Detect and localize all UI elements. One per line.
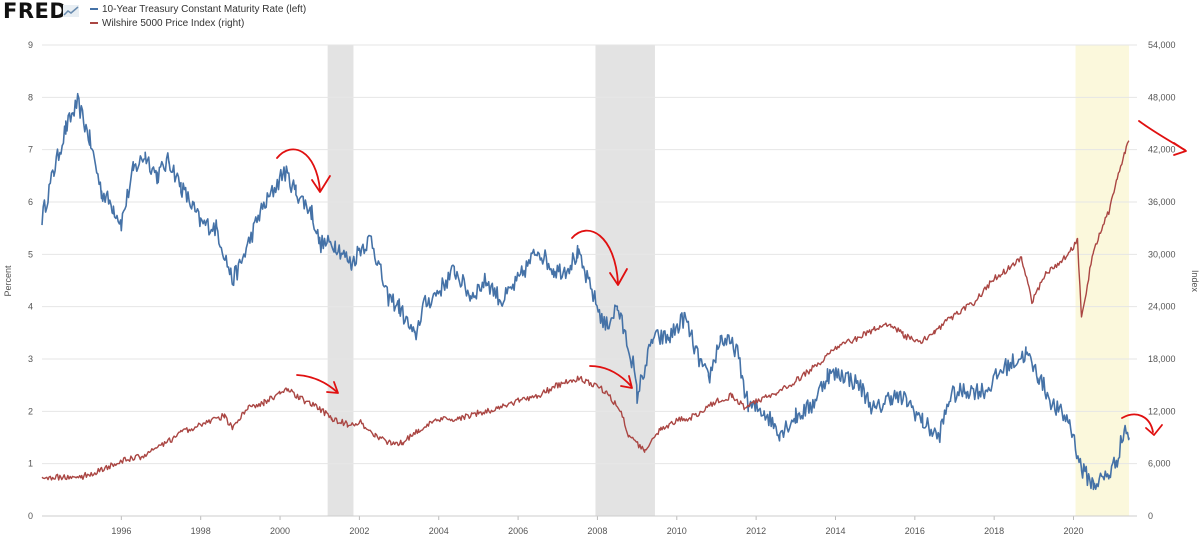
- x-tick-label: 2012: [746, 526, 766, 536]
- x-tick-label: 2010: [667, 526, 687, 536]
- annotation-arrowhead-6: [1145, 424, 1163, 436]
- annotation-arrow-4: [589, 365, 632, 387]
- x-tick-label: 1996: [111, 526, 131, 536]
- annotation-arrowhead-1: [311, 175, 331, 193]
- y-left-tick-label: 5: [28, 249, 33, 259]
- fred-chart-icon: [63, 5, 79, 17]
- y-left-tick-label: 8: [28, 92, 33, 102]
- recession-band-2: [595, 45, 655, 516]
- y-right-axis-title: Index: [1190, 270, 1200, 293]
- annotation-arrowhead-4: [620, 375, 633, 389]
- series-line-wilshire: [41, 140, 1130, 481]
- legend-swatch-treasury: [90, 8, 98, 11]
- y-right-tick-label: 54,000: [1148, 40, 1176, 50]
- annotation-arrow-6: [1121, 413, 1154, 433]
- y-right-tick-label: 6,000: [1148, 459, 1171, 469]
- y-left-tick-label: 3: [28, 354, 33, 364]
- y-left-tick-label: 0: [28, 511, 33, 521]
- x-tick-label: 2004: [429, 526, 449, 536]
- x-tick-label: 2008: [587, 526, 607, 536]
- annotation-arrowhead-2: [326, 381, 339, 394]
- y-left-axis-title: Percent: [3, 265, 13, 297]
- x-tick-label: 2014: [825, 526, 845, 536]
- y-left-tick-label: 4: [28, 302, 33, 312]
- x-tick-label: 2006: [508, 526, 528, 536]
- legend-item-wilshire[interactable]: Wilshire 5000 Price Index (right): [90, 18, 244, 29]
- y-left-tick-label: 1: [28, 459, 33, 469]
- legend-label-treasury: 10-Year Treasury Constant Maturity Rate …: [102, 4, 307, 15]
- x-tick-label: 2020: [1064, 526, 1084, 536]
- y-right-tick-label: 24,000: [1148, 302, 1176, 312]
- y-right-tick-label: 18,000: [1148, 354, 1176, 364]
- x-tick-label: 2016: [905, 526, 925, 536]
- recession-band-1: [327, 45, 354, 516]
- annotation-arrow-1: [276, 148, 321, 191]
- x-tick-label: 1998: [191, 526, 211, 536]
- annotation-arrow-3: [571, 229, 619, 284]
- x-tick-label: 2002: [349, 526, 369, 536]
- highlight-band: [1075, 45, 1130, 516]
- y-right-tick-label: 36,000: [1148, 197, 1176, 207]
- chart-header: FRED 10-Year Treasury Constant Maturity …: [0, 0, 1200, 36]
- legend-item-treasury[interactable]: 10-Year Treasury Constant Maturity Rate …: [90, 4, 306, 15]
- y-left-tick-label: 7: [28, 145, 33, 155]
- y-right-tick-label: 48,000: [1148, 92, 1176, 102]
- y-left-tick-label: 6: [28, 197, 33, 207]
- series-line-treasury: [41, 92, 1130, 491]
- y-right-tick-label: 0: [1148, 511, 1153, 521]
- annotation-arrow-2: [296, 374, 338, 393]
- fred-logo: FRED: [3, 0, 68, 23]
- y-right-tick-label: 30,000: [1148, 249, 1176, 259]
- x-tick-label: 2000: [270, 526, 290, 536]
- annotation-arrowhead-5: [1173, 142, 1187, 156]
- legend-label-wilshire: Wilshire 5000 Price Index (right): [102, 18, 245, 29]
- y-right-tick-label: 12,000: [1148, 406, 1176, 416]
- y-right-tick-label: 42,000: [1148, 145, 1176, 155]
- y-left-tick-label: 2: [28, 406, 33, 416]
- x-tick-label: 2018: [984, 526, 1004, 536]
- annotation-arrowhead-3: [609, 268, 628, 286]
- y-left-tick-label: 9: [28, 40, 33, 50]
- legend-swatch-wilshire: [90, 22, 98, 25]
